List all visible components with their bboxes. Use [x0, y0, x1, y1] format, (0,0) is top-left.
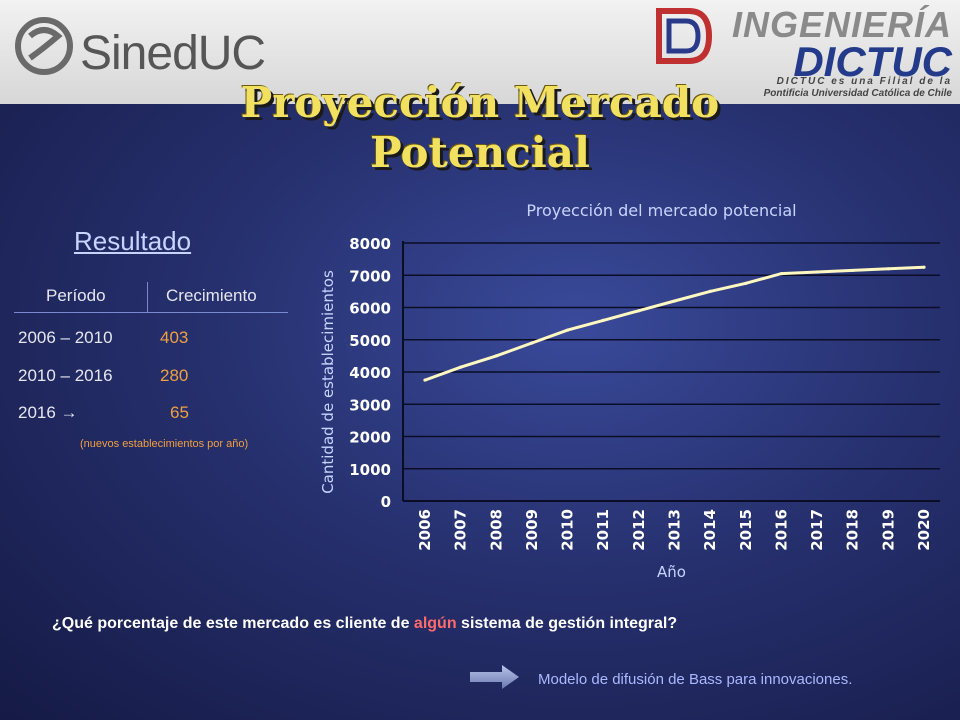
x-axis-label: Año — [657, 563, 686, 581]
dictuc-line4: Pontificia Universidad Católica de Chile — [763, 88, 952, 99]
series-line — [424, 265, 925, 382]
question-text: ¿Qué porcentaje de este mercado es clien… — [52, 615, 677, 633]
page-title: Proyección Mercado Potencial — [240, 78, 720, 177]
row-periodo: 2010 – 2016 — [18, 366, 113, 385]
dictuc-line3: DICTUC es una Filial de la — [776, 76, 952, 87]
x-tick-label: 2010 — [559, 509, 577, 551]
dictuc-line2: DICTUC — [793, 38, 952, 85]
resultado-heading[interactable]: Resultado — [74, 226, 192, 256]
data-point — [851, 268, 855, 273]
x-tick-label: 2017 — [808, 509, 826, 551]
bass-model-link[interactable]: Modelo de difusión de Bass para innovaci… — [538, 671, 853, 688]
data-point — [744, 281, 748, 285]
arrow-right-icon[interactable] — [470, 664, 520, 690]
data-point — [459, 365, 463, 369]
y-tick-label: 4000 — [349, 364, 391, 382]
x-tick-label: 2018 — [844, 509, 862, 551]
market-projection-chart: Proyección del mercado potencial 0 1000 200… — [319, 201, 940, 581]
y-tick-label: 0 — [381, 493, 391, 511]
x-tick-label: 2006 — [416, 509, 434, 551]
y-tick-label: 6000 — [349, 300, 391, 318]
y-tick-label: 2000 — [349, 429, 391, 447]
y-axis-label: Cantidad de establecimientos — [319, 270, 337, 494]
y-tick-label: 8000 — [349, 235, 391, 253]
dictuc-line1: INGENIERÍA — [731, 4, 952, 45]
y-tick-label: 5000 — [349, 332, 391, 350]
header-banner: SinedUC INGENIERÍA DICTUC DICTUC es una … — [0, 0, 960, 104]
x-tick-label: 2015 — [737, 509, 755, 551]
y-tick-label: 7000 — [349, 267, 391, 285]
question-before: ¿Qué porcentaje de este mercado es clien… — [52, 615, 414, 632]
x-tick-label: 2008 — [487, 509, 505, 551]
data-point — [922, 265, 926, 269]
data-point — [779, 272, 784, 276]
col-periodo-header: Período — [46, 286, 106, 305]
header-divider — [14, 312, 288, 313]
x-tick-label: 2011 — [594, 509, 612, 551]
sineduc-logo-text: SinedUC — [80, 27, 266, 80]
data-point — [423, 378, 427, 382]
data-point — [530, 341, 534, 345]
data-point — [565, 328, 570, 332]
column-divider — [147, 282, 148, 312]
x-tick-label: 2013 — [666, 509, 684, 551]
x-tick-label: 2007 — [452, 509, 470, 551]
data-point — [815, 270, 819, 274]
x-tick-label: 2020 — [915, 509, 933, 551]
data-point — [494, 354, 498, 358]
dictuc-logo: INGENIERÍA DICTUC DICTUC es una Filial d… — [656, 4, 952, 100]
units-note: (nuevos establecimientos por año) — [80, 438, 249, 450]
x-tick-label: 2012 — [630, 509, 648, 551]
data-point — [886, 267, 890, 271]
dictuc-mark-icon — [656, 8, 713, 64]
x-tick-label: 2019 — [879, 509, 897, 551]
y-tick-label: 1000 — [349, 461, 391, 479]
data-point — [708, 289, 712, 293]
x-tick-label: 2016 — [772, 509, 790, 551]
data-point — [672, 299, 677, 303]
sineduc-logo-icon — [15, 17, 73, 75]
sineduc-logo: SinedUC — [10, 6, 300, 96]
row-crecimiento: 280 — [160, 366, 189, 385]
x-tick-label: 2014 — [701, 509, 719, 551]
y-tick-label: 3000 — [349, 396, 391, 414]
col-crecimiento-header: Crecimiento — [166, 286, 257, 305]
x-tick-label: 2009 — [523, 509, 541, 551]
row-periodo: 2016 → — [18, 403, 78, 422]
chart-title: Proyección del mercado potencial — [526, 201, 796, 220]
data-point — [601, 318, 605, 322]
row-crecimiento: 403 — [160, 328, 189, 347]
row-periodo: 2006 – 2010 — [18, 328, 113, 347]
question-after: sistema de gestión integral? — [456, 615, 678, 632]
row-crecimiento: 65 — [170, 403, 189, 422]
data-point — [637, 309, 641, 313]
question-highlight: algún — [413, 615, 457, 632]
